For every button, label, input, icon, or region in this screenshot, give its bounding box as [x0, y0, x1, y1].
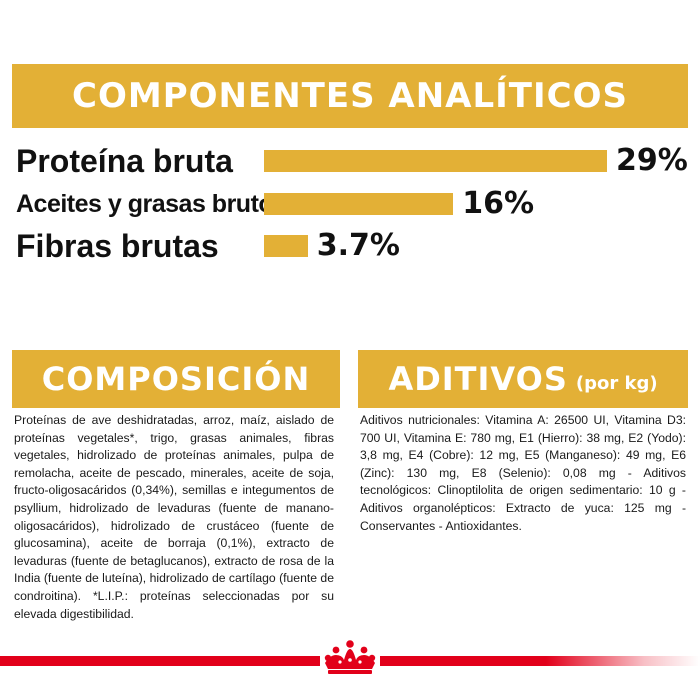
- additives-unit: (por kg): [575, 372, 658, 394]
- nutrient-row-protein: Proteína bruta 29%: [16, 141, 688, 181]
- nutrient-label: Aceites y grasas brutos: [16, 190, 287, 218]
- nutrient-bar: [264, 193, 454, 215]
- composition-title: COMPOSICIÓN: [41, 360, 311, 398]
- composition-text: Proteínas de ave deshidratadas, arroz, m…: [14, 413, 334, 621]
- additives-banner: ADITIVOS (por kg): [358, 350, 688, 408]
- royal-crown-icon: [320, 638, 380, 676]
- nutrient-row-fat: Aceites y grasas brutos 16%: [16, 184, 686, 224]
- nutrient-label: Fibras brutas: [16, 228, 219, 264]
- additives-title: ADITIVOS: [388, 360, 568, 398]
- analytic-components-banner: COMPONENTES ANALÍTICOS: [12, 64, 688, 128]
- nutrient-row-fiber: Fibras brutas 3.7%: [16, 226, 686, 266]
- nutrient-bar: [264, 235, 308, 257]
- nutrient-value: 3.7%: [316, 228, 400, 263]
- nutrient-bar: [264, 150, 607, 172]
- analytic-components-title: COMPONENTES ANALÍTICOS: [72, 76, 628, 116]
- nutrient-value: 29%: [616, 143, 688, 178]
- additives-text: Aditivos nutricionales: Vitamina A: 2650…: [360, 413, 686, 533]
- nutrient-label: Proteína bruta: [16, 143, 233, 179]
- nutrient-value: 16%: [462, 186, 535, 221]
- composition-banner: COMPOSICIÓN: [12, 350, 340, 408]
